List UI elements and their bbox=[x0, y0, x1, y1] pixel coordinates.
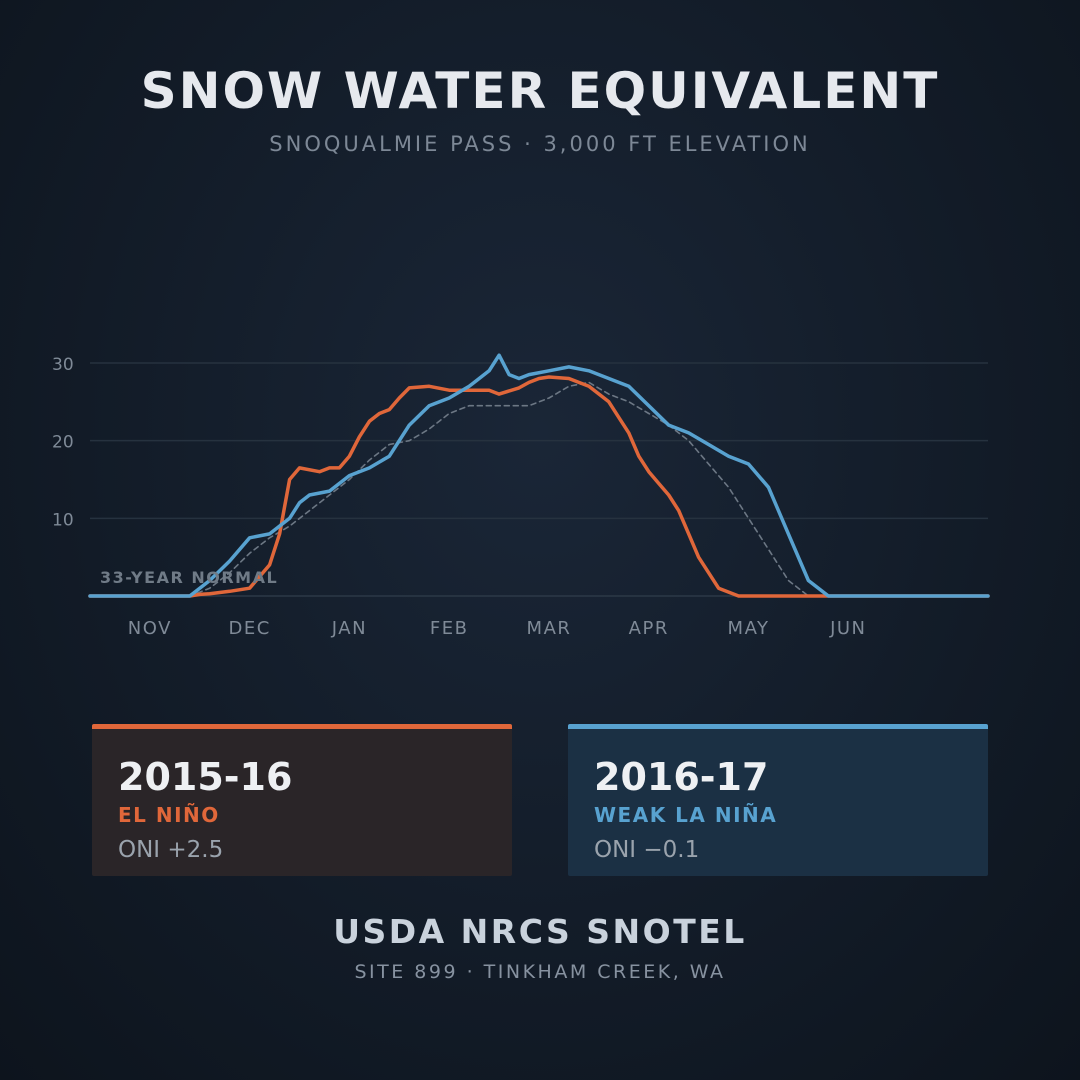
card-season: 2015-16 bbox=[118, 755, 293, 799]
x-tick-label: NOV bbox=[128, 618, 172, 639]
card-season: 2016-17 bbox=[594, 755, 769, 799]
card-oni: ONI +2.5 bbox=[118, 837, 224, 863]
series-line-2015-16 bbox=[88, 375, 990, 598]
y-tick-label: 10 bbox=[52, 510, 74, 530]
normal-annotation: 33-YEAR NORMAL bbox=[100, 568, 278, 587]
x-tick-label: MAY bbox=[728, 618, 770, 639]
x-tick-label: DEC bbox=[228, 618, 270, 639]
chart-title: SNOW WATER EQUIVALENT bbox=[140, 62, 940, 120]
x-tick-label: FEB bbox=[430, 618, 469, 639]
y-tick-label: 30 bbox=[52, 355, 74, 375]
source-title: USDA NRCS SNOTEL bbox=[333, 912, 747, 951]
legend-card-2016-17: 2016-17 WEAK LA NIÑA ONI −0.1 bbox=[568, 724, 988, 876]
swe-line-chart: 10 20 30 NOV DEC JAN FEB MAR APR MAY JUN 33-YEAR NO… bbox=[52, 353, 990, 639]
card-phase: WEAK LA NIÑA bbox=[594, 803, 778, 827]
source-subtitle: SITE 899 · TINKHAM CREEK, WA bbox=[354, 961, 726, 983]
x-tick-label: APR bbox=[629, 618, 669, 639]
x-tick-label: JAN bbox=[331, 618, 367, 639]
series-line-2016-17 bbox=[88, 353, 990, 598]
x-tick-label: JUN bbox=[829, 618, 866, 639]
x-tick-label: MAR bbox=[527, 618, 572, 639]
y-tick-label: 20 bbox=[52, 433, 74, 453]
legend-card-2015-16: 2015-16 EL NIÑO ONI +2.5 bbox=[92, 724, 512, 876]
card-oni: ONI −0.1 bbox=[594, 837, 700, 863]
card-phase: EL NIÑO bbox=[118, 803, 220, 827]
chart-subtitle: SNOQUALMIE PASS · 3,000 FT ELEVATION bbox=[269, 132, 811, 156]
